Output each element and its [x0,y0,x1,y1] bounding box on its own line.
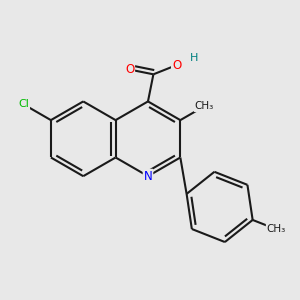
Text: O: O [172,58,181,72]
Text: O: O [125,63,134,76]
Text: H: H [190,53,199,63]
Text: CH₃: CH₃ [267,224,286,234]
Text: Cl: Cl [18,99,29,110]
Text: N: N [144,170,152,183]
Text: CH₃: CH₃ [195,101,214,111]
